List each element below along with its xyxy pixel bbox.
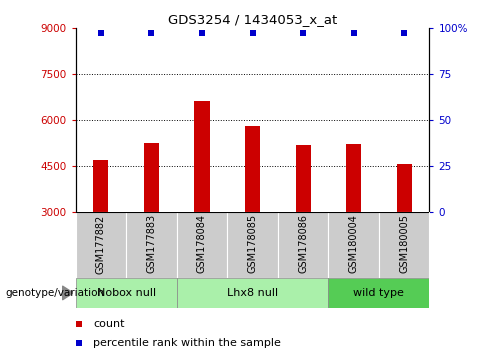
Text: GSM177882: GSM177882: [96, 215, 106, 274]
Bar: [296, 145, 311, 212]
Bar: [194, 101, 209, 212]
Bar: [328, 278, 429, 308]
Bar: [346, 144, 361, 212]
Text: wild type: wild type: [353, 288, 405, 298]
Text: Nobox null: Nobox null: [97, 288, 156, 298]
Text: genotype/variation: genotype/variation: [5, 288, 104, 298]
Text: GSM178085: GSM178085: [247, 215, 258, 274]
Bar: [328, 212, 379, 278]
Text: GSM180005: GSM180005: [399, 215, 409, 273]
Bar: [245, 126, 260, 212]
Bar: [278, 212, 328, 278]
Text: GSM177883: GSM177883: [146, 215, 157, 274]
Bar: [227, 212, 278, 278]
Bar: [93, 160, 108, 212]
Bar: [177, 278, 328, 308]
Text: count: count: [93, 319, 125, 329]
Bar: [76, 212, 126, 278]
Bar: [144, 143, 159, 212]
Bar: [397, 164, 412, 212]
Bar: [126, 212, 177, 278]
Text: Lhx8 null: Lhx8 null: [227, 288, 278, 298]
Bar: [76, 278, 177, 308]
Bar: [379, 212, 429, 278]
Text: GSM178086: GSM178086: [298, 215, 308, 273]
Bar: [177, 212, 227, 278]
Text: GSM180004: GSM180004: [348, 215, 359, 273]
Text: GSM178084: GSM178084: [197, 215, 207, 273]
Polygon shape: [62, 286, 73, 300]
Title: GDS3254 / 1434053_x_at: GDS3254 / 1434053_x_at: [168, 13, 337, 26]
Text: percentile rank within the sample: percentile rank within the sample: [93, 338, 281, 348]
